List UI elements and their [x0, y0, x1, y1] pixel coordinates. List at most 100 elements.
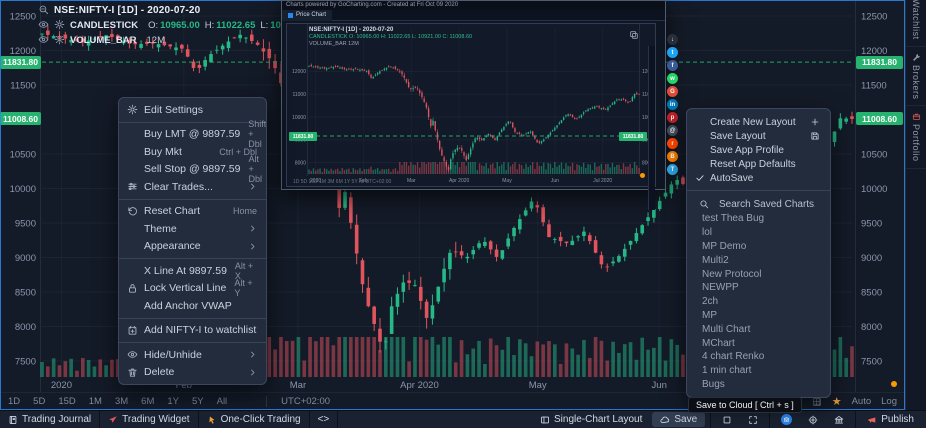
saved-chart-newpp[interactable]: NEWPP — [702, 282, 739, 294]
button-label: Trading Journal — [22, 414, 92, 425]
chevron-icon — [248, 350, 257, 359]
save-button[interactable]: Save — [652, 412, 706, 427]
menu-item-edit-settings[interactable]: Edit Settings — [119, 101, 266, 119]
auto-scale-button[interactable]: Auto — [851, 396, 872, 407]
volume-settings-gear-icon[interactable] — [54, 34, 67, 47]
saved-chart-1-min-chart[interactable]: 1 min chart — [702, 365, 752, 377]
menu-item-label: Hide/Unhide — [144, 348, 202, 361]
menu-item-lock-vertical-line[interactable]: Lock Vertical Line Alt + Y — [119, 278, 266, 298]
hide-study-icon[interactable] — [38, 19, 51, 32]
bank-button[interactable] — [826, 411, 852, 428]
square-button[interactable] — [714, 411, 740, 428]
share-facebook-button[interactable]: f — [667, 60, 678, 71]
layout-menu-save-layout[interactable]: Save Layout — [687, 129, 830, 143]
share-reddit-button[interactable]: r — [667, 138, 678, 149]
side-tab-watchlist[interactable]: Watchlist — [906, 0, 926, 47]
menu-item-hide-unhide[interactable]: Hide/Unhide — [119, 346, 266, 364]
shortcut-hint: Home — [232, 206, 257, 217]
share-blogger-button[interactable]: B — [667, 151, 678, 162]
target-button[interactable] — [800, 411, 826, 428]
saved-chart-mp[interactable]: MP — [702, 309, 717, 321]
side-tab-portfolio[interactable]: Portfolio — [906, 106, 926, 169]
timeframe-1d[interactable]: 1D — [8, 396, 21, 407]
bank-icon — [834, 415, 844, 425]
chevron-right-icon — [248, 242, 257, 251]
menu-item-reset-chart[interactable]: Reset Chart Home — [119, 203, 266, 221]
saved-chart-4-chart-renko[interactable]: 4 chart Renko — [702, 351, 765, 363]
favorite-star-icon[interactable]: ★ — [831, 396, 842, 408]
timeframe-1y[interactable]: 1Y — [167, 396, 179, 407]
timeframe-5y[interactable]: 5Y — [191, 396, 204, 407]
square-icon — [722, 415, 732, 425]
saved-chart-new-protocol[interactable]: New Protocol — [702, 268, 762, 280]
maximize-button[interactable] — [740, 411, 766, 428]
menu-item-appearance[interactable]: Appearance — [119, 238, 266, 256]
saved-chart-lol[interactable]: lol — [702, 227, 713, 239]
layout-menu-autosave[interactable]: AutoSave — [687, 171, 830, 185]
timeframe-1m[interactable]: 1M — [88, 396, 102, 407]
layout-menu-create-new-layout[interactable]: Create New Layout — [687, 115, 830, 129]
chevron-icon — [248, 224, 257, 233]
timeframe-5d[interactable]: 5D — [33, 396, 46, 407]
side-tab-brokers[interactable]: Brokers — [906, 47, 926, 107]
menu-item-buy-mkt[interactable]: Buy Mkt Ctrl + Dbl — [119, 143, 266, 161]
menu-item-label: Theme — [144, 222, 177, 235]
svg-text:12500: 12500 — [10, 11, 36, 22]
saved-chart-test-thea-bug[interactable]: test Thea Bug — [702, 213, 765, 225]
saved-chart-2ch[interactable]: 2ch — [702, 296, 719, 308]
saved-chart-bugs[interactable]: Bugs — [702, 378, 725, 390]
layout-menu-save-app-profile[interactable]: Save App Profile — [687, 143, 830, 157]
single-chart-layout-button[interactable]: Single-Chart Layout — [532, 411, 650, 428]
search-input[interactable] — [717, 197, 817, 211]
share-linkedin-button[interactable]: in — [667, 99, 678, 110]
share-pinterest-button[interactable]: p — [667, 112, 678, 123]
study-settings-gear-icon[interactable] — [54, 19, 67, 32]
share-twitter-button[interactable]: t — [667, 47, 678, 58]
saved-chart-multi2[interactable]: Multi2 — [702, 254, 729, 266]
journal-icon — [8, 415, 18, 425]
-button[interactable]: <> — [310, 411, 339, 428]
copy-icon[interactable] — [629, 30, 641, 42]
share-email-button[interactable]: @ — [667, 125, 678, 136]
one-click-trading-button[interactable]: One-Click Trading — [199, 411, 310, 428]
menu-item-theme[interactable]: Theme — [119, 220, 266, 238]
timeframe-6m[interactable]: 6M — [141, 396, 155, 407]
button-label: One-Click Trading — [220, 414, 301, 425]
menu-item-clear-trades[interactable]: Clear Trades... — [119, 178, 266, 196]
timezone-label[interactable]: UTC+02:00 — [266, 396, 330, 407]
trading-widget-button[interactable]: Trading Widget — [100, 411, 199, 428]
menu-item-add-nifty-i-to-watchlist[interactable]: Add NIFTY-I to watchlist — [119, 322, 266, 340]
log-scale-button[interactable]: Log — [881, 396, 897, 407]
menu-item-buy-lmt-9897-59[interactable]: Buy LMT @ 9897.59 Shift + Dbl — [119, 119, 266, 149]
shortcut-hint: Alt + Dbl — [248, 154, 262, 185]
menu-item-label: Clear Trades... — [144, 180, 213, 193]
menu-item-delete[interactable]: Delete — [119, 364, 266, 382]
timeframe-all[interactable]: All — [216, 396, 228, 407]
menu-item-x-line-at-9897-59[interactable]: X Line At 9897.59 Alt + X — [119, 261, 266, 281]
publish-button[interactable]: Publish — [859, 411, 922, 428]
button-label: <> — [317, 414, 330, 425]
saved-chart-multi-chart[interactable]: Multi Chart — [702, 323, 751, 335]
saved-chart-mp-demo[interactable]: MP Demo — [702, 240, 747, 252]
zoom-out-icon[interactable] — [38, 4, 51, 17]
timeframe-3m[interactable]: 3M — [114, 396, 129, 407]
menu-item-sell-stop-9897-59[interactable]: Sell Stop @ 9897.59 Alt + Dbl — [119, 154, 266, 184]
share-telegram-button[interactable]: T — [667, 164, 678, 175]
saved-charts-search[interactable] — [687, 196, 830, 212]
share-download-button[interactable]: ↓ — [667, 34, 678, 45]
pointer-icon — [207, 415, 217, 425]
timeframe-15d[interactable]: 15D — [58, 396, 76, 407]
status-dot — [891, 381, 897, 387]
menu-item-add-anchor-vwap[interactable]: Add Anchor VWAP — [119, 297, 266, 315]
share-whatsapp-button[interactable]: w — [667, 73, 678, 84]
price-badge-11831-80: 11831.80 — [0, 55, 41, 69]
hide-volume-icon[interactable] — [38, 34, 51, 47]
saved-chart-mchart[interactable]: MChart — [702, 337, 735, 349]
layout-menu-reset-app-defaults[interactable]: Reset App Defaults — [687, 157, 830, 171]
tab-price-chart[interactable]: Price Chart — [282, 9, 333, 21]
camera-button[interactable] — [773, 411, 800, 428]
button-label: Single-Chart Layout — [554, 414, 643, 425]
target-icon — [808, 415, 818, 425]
trading-journal-button[interactable]: Trading Journal — [0, 411, 101, 428]
share-google-plus-button[interactable]: G — [667, 86, 678, 97]
